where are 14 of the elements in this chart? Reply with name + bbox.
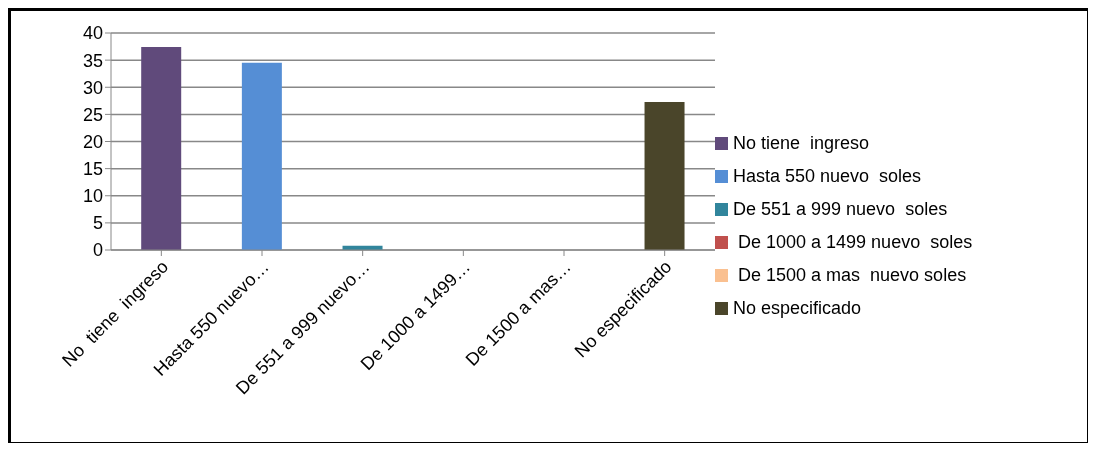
legend-label: No tiene ingreso <box>733 132 870 154</box>
y-tick-label: 10 <box>82 186 103 207</box>
y-tick-label: 35 <box>82 50 103 71</box>
y-tick-label: 20 <box>82 131 103 152</box>
legend-label: De 1000 a 1499 nuevo soles <box>737 231 973 253</box>
y-tick-label: 15 <box>82 159 103 180</box>
y-tick-label: 0 <box>92 240 103 261</box>
legend-label: Hasta 550 nuevo soles <box>733 165 922 187</box>
y-tick-label: 40 <box>82 23 103 44</box>
legend-label: De 1500 a mas nuevo soles <box>737 264 967 286</box>
legend-label: De 551 a 999 nuevo soles <box>733 198 948 220</box>
y-tick-label: 25 <box>82 104 103 125</box>
y-tick-label: 30 <box>82 77 103 98</box>
y-tick-label: 5 <box>92 213 103 234</box>
